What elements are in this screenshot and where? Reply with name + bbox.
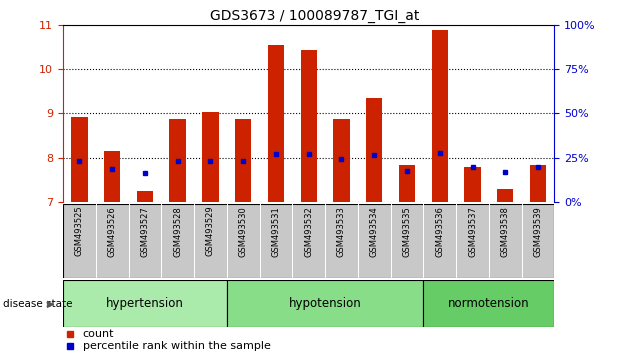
Text: normotension: normotension <box>448 297 530 310</box>
Text: GSM493531: GSM493531 <box>272 206 280 257</box>
Bar <box>366 98 382 202</box>
Text: GDS3673 / 100089787_TGI_at: GDS3673 / 100089787_TGI_at <box>210 9 420 23</box>
Bar <box>169 119 186 202</box>
Text: GSM493532: GSM493532 <box>304 206 313 257</box>
Text: GSM493527: GSM493527 <box>140 206 149 257</box>
Bar <box>227 280 423 327</box>
Text: GSM493538: GSM493538 <box>501 206 510 257</box>
Text: disease state: disease state <box>3 298 72 309</box>
Text: GSM493537: GSM493537 <box>468 206 477 257</box>
Bar <box>202 113 219 202</box>
Text: GSM493539: GSM493539 <box>534 206 542 257</box>
Text: GSM493529: GSM493529 <box>206 206 215 256</box>
Text: GSM493525: GSM493525 <box>75 206 84 256</box>
Text: hypotension: hypotension <box>289 297 362 310</box>
Text: GSM493534: GSM493534 <box>370 206 379 257</box>
Bar <box>333 119 350 202</box>
Text: GSM493530: GSM493530 <box>239 206 248 257</box>
Text: GSM493526: GSM493526 <box>108 206 117 257</box>
Text: GSM493536: GSM493536 <box>435 206 444 257</box>
Bar <box>235 119 251 202</box>
Bar <box>432 30 448 202</box>
Text: GSM493535: GSM493535 <box>403 206 411 257</box>
Bar <box>497 189 513 202</box>
Bar <box>71 117 88 202</box>
Bar <box>301 50 317 202</box>
Bar <box>63 280 227 327</box>
Bar <box>268 45 284 202</box>
Text: GSM493533: GSM493533 <box>337 206 346 257</box>
Text: GSM493528: GSM493528 <box>173 206 182 257</box>
Bar <box>137 191 153 202</box>
Bar <box>464 167 481 202</box>
Bar <box>423 280 554 327</box>
Text: count: count <box>83 329 114 339</box>
Bar <box>104 151 120 202</box>
Bar <box>530 166 546 202</box>
Bar <box>399 165 415 202</box>
Text: hypertension: hypertension <box>106 297 184 310</box>
Text: ▶: ▶ <box>47 298 54 309</box>
Text: percentile rank within the sample: percentile rank within the sample <box>83 342 270 352</box>
